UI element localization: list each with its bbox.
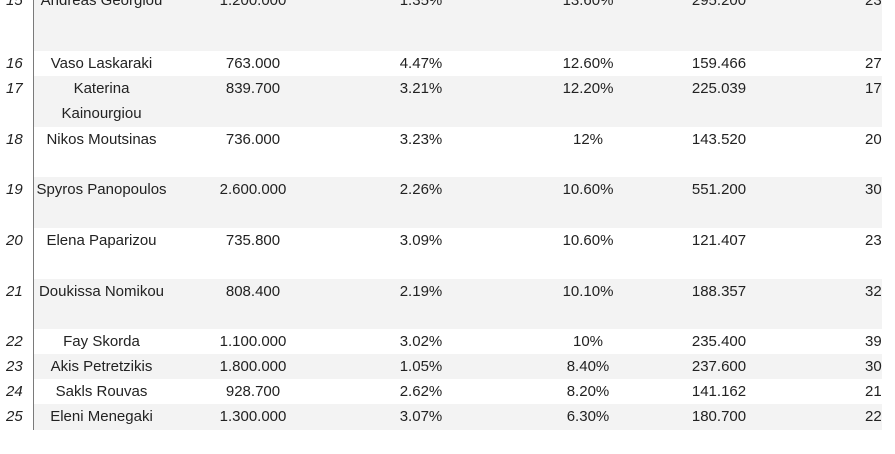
percent-cell: 3.09% — [399, 232, 443, 249]
count-cell: 32 — [865, 283, 882, 300]
rank-cell: 23 — [0, 354, 34, 379]
count-cell: 22 — [865, 408, 882, 425]
rank-cell: 19 — [0, 177, 34, 228]
value-cell: 235.400 — [691, 333, 747, 350]
percent-cell: 10.60% — [562, 181, 614, 198]
followers-cell: 1.800.000 — [219, 358, 287, 375]
table-row: 23 Akis Petretzikis 1.800.000 1.05% 8.40… — [0, 354, 882, 379]
rank-cell: 17 — [0, 76, 34, 127]
value-cell: 121.407 — [691, 232, 747, 249]
count-cell: 39 — [865, 333, 882, 350]
percent-cell: 1.35% — [399, 0, 443, 9]
name-cell: Doukissa Nomikou — [38, 283, 165, 300]
followers-cell: 839.700 — [225, 80, 281, 97]
value-cell: 143.520 — [691, 131, 747, 148]
table-row: 17 Katerina Kainourgiou 839.700 3.21% 12… — [0, 76, 882, 127]
followers-cell: 763.000 — [225, 55, 281, 72]
value-cell: 237.600 — [691, 358, 747, 375]
count-cell: 23 — [865, 232, 882, 249]
percent-cell: 10.10% — [562, 283, 614, 300]
rank-cell: 21 — [0, 279, 34, 329]
percent-cell: 6.30% — [566, 408, 610, 425]
value-cell: 551.200 — [691, 181, 747, 198]
table-row: 20 Elena Paparizou 735.800 3.09% 10.60% … — [0, 228, 882, 279]
count-cell: 23 — [865, 0, 882, 9]
name-cell: Katerina Kainourgiou — [61, 80, 142, 123]
followers-cell: 808.400 — [225, 283, 281, 300]
table-row: 19 Spyros Panopoulos 2.600.000 2.26% 10.… — [0, 177, 882, 228]
value-cell: 180.700 — [691, 408, 747, 425]
name-cell: Andreas Georgiou — [40, 0, 163, 9]
percent-cell: 8.40% — [566, 358, 610, 375]
name-cell: Sakls Rouvas — [55, 383, 148, 400]
table-row: 21 Doukissa Nomikou 808.400 2.19% 10.10%… — [0, 279, 882, 329]
percent-cell: 3.21% — [399, 80, 443, 97]
table-row: 18 Nikos Moutsinas 736.000 3.23% 12% 143… — [0, 127, 882, 177]
rank-cell: 25 — [0, 404, 34, 430]
followers-cell: 1.200.000 — [219, 0, 287, 9]
percent-cell: 8.20% — [566, 383, 610, 400]
percent-cell: 2.19% — [399, 283, 443, 300]
percent-cell: 2.62% — [399, 383, 443, 400]
name-cell: Akis Petretzikis — [50, 358, 153, 375]
percent-cell: 12.20% — [562, 80, 614, 97]
count-cell: 30 — [865, 358, 882, 375]
table-row: 22 Fay Skorda 1.100.000 3.02% 10% 235.40… — [0, 329, 882, 354]
followers-cell: 735.800 — [225, 232, 281, 249]
rank-cell: 15 — [0, 0, 34, 51]
value-cell: 188.357 — [691, 283, 747, 300]
percent-cell: 12% — [572, 131, 604, 148]
name-cell: Nikos Moutsinas — [46, 131, 157, 148]
followers-cell: 928.700 — [225, 383, 281, 400]
name-cell: Fay Skorda — [63, 333, 140, 350]
rank-cell: 20 — [0, 228, 34, 279]
followers-cell: 1.300.000 — [219, 408, 287, 425]
value-cell: 295.200 — [691, 0, 747, 9]
rank-cell: 24 — [0, 379, 34, 404]
rank-cell: 22 — [0, 329, 34, 354]
value-cell: 159.466 — [691, 55, 747, 72]
table-row: 15 Andreas Georgiou 1.200.000 1.35% 13.6… — [0, 0, 882, 51]
percent-cell: 4.47% — [399, 55, 443, 72]
percent-cell: 13.60% — [562, 0, 614, 9]
followers-cell: 1.100.000 — [219, 333, 287, 350]
percent-cell: 2.26% — [399, 181, 443, 198]
name-cell: Vaso Laskaraki — [50, 55, 153, 72]
percent-cell: 3.07% — [399, 408, 443, 425]
table-row: 24 Sakls Rouvas 928.700 2.62% 8.20% 141.… — [0, 379, 882, 404]
value-cell: 225.039 — [691, 80, 747, 97]
table-row: 25 Eleni Menegaki 1.300.000 3.07% 6.30% … — [0, 404, 882, 430]
value-cell: 141.162 — [691, 383, 747, 400]
count-cell: 30 — [865, 181, 882, 198]
rank-cell: 16 — [0, 51, 34, 76]
ranking-table: 15 Andreas Georgiou 1.200.000 1.35% 13.6… — [0, 0, 882, 430]
percent-cell: 12.60% — [562, 55, 614, 72]
table-row: 16 Vaso Laskaraki 763.000 4.47% 12.60% 1… — [0, 51, 882, 76]
rank-cell: 18 — [0, 127, 34, 177]
percent-cell: 3.02% — [399, 333, 443, 350]
name-cell: Elena Paparizou — [46, 232, 157, 249]
count-cell: 27 — [865, 55, 882, 72]
count-cell: 21 — [865, 383, 882, 400]
name-cell: Spyros Panopoulos — [36, 181, 167, 198]
count-cell: 20 — [865, 131, 882, 148]
followers-cell: 736.000 — [225, 131, 281, 148]
count-cell: 17 — [865, 80, 882, 97]
followers-cell: 2.600.000 — [219, 181, 287, 198]
percent-cell: 10.60% — [562, 232, 614, 249]
percent-cell: 1.05% — [399, 358, 443, 375]
percent-cell: 10% — [572, 333, 604, 350]
percent-cell: 3.23% — [399, 131, 443, 148]
name-cell: Eleni Menegaki — [50, 408, 153, 425]
